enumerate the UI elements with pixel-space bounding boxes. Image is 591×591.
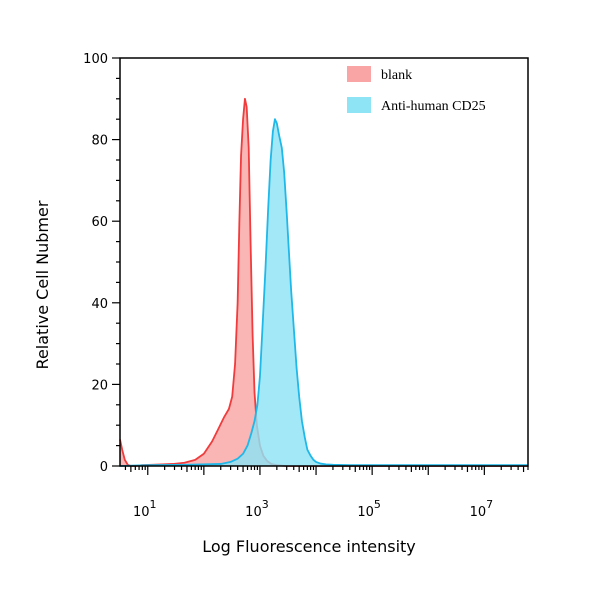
axes-layer: [119, 57, 529, 467]
series-area-anti-human-cd25: [120, 119, 528, 466]
x-tick-label: 101: [133, 498, 157, 520]
series-layer: [119, 97, 528, 467]
y-tick-label: 80: [91, 134, 108, 149]
x-axis-title: Log Fluorescence intensity: [202, 537, 416, 556]
y-tick-label: 60: [91, 215, 108, 230]
plot-frame: [119, 57, 529, 467]
y-tick-label: 0: [100, 460, 108, 475]
series-area-blank: [120, 98, 528, 467]
legend: blank Anti-human CD25: [347, 66, 486, 114]
legend-swatch-blank: [347, 66, 371, 82]
y-tick-label: 100: [83, 52, 108, 67]
legend-label-blank: blank: [381, 68, 412, 83]
y-tick-label: 20: [91, 378, 108, 393]
series-line-anti-human-cd25: [119, 118, 528, 467]
x-tick-label: 107: [470, 498, 494, 520]
y-tick-label: 40: [91, 297, 108, 312]
ticks-layer: 0 20 40 60 80 100 101 103 105 107: [83, 52, 529, 520]
x-tick-label: 103: [245, 498, 269, 520]
y-axis-title: Relative Cell Nubmer: [33, 200, 52, 369]
x-tick-label: 105: [357, 498, 381, 520]
series-line-blank: [119, 97, 528, 467]
legend-swatch-anti-human-cd25: [347, 97, 371, 113]
legend-label-anti-human-cd25: Anti-human CD25: [381, 99, 486, 114]
